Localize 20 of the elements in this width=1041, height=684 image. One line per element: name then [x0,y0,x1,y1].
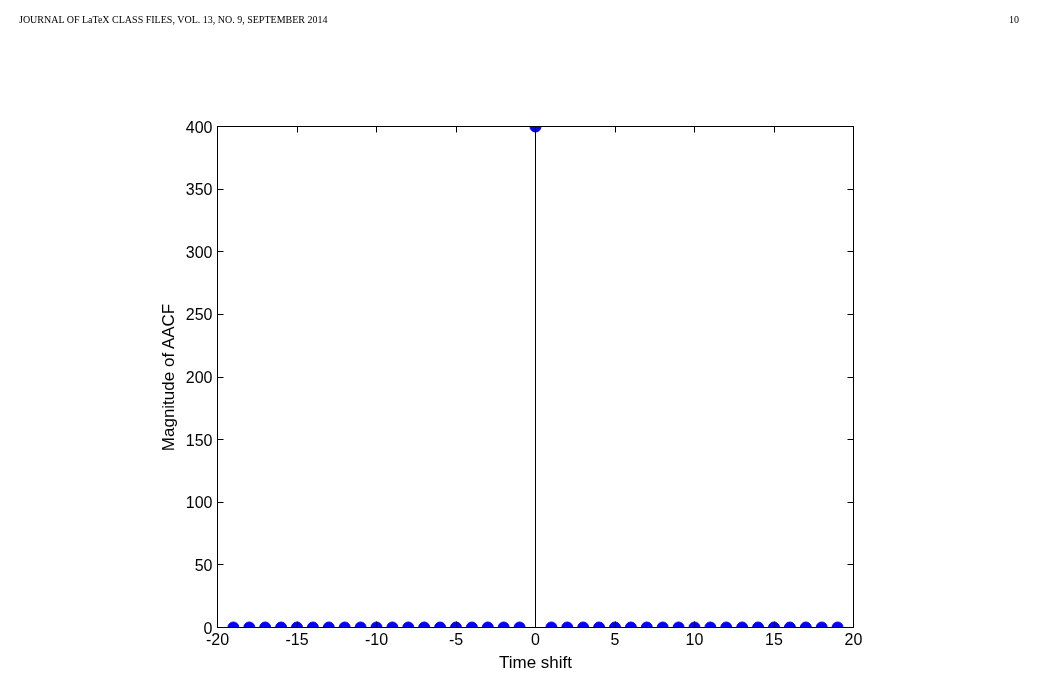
x-tick-label: 15 [765,630,783,648]
x-tick-label: 10 [685,630,704,648]
y-axis-title: Magnitude of AACF [158,303,178,452]
y-tick-label: 350 [185,181,213,199]
x-tick-label: 20 [844,630,863,648]
y-tick-label: 250 [185,306,213,324]
text: JOURNAL OF LaTeX CLASS FILES, VOL. 13, NO. 9, SEPTEMBER 2014 [19,13,328,27]
y-tick-label: 150 [185,431,213,449]
x-tick-label: -5 [448,630,464,648]
y-tick-label: 400 [185,118,213,136]
x-tick-label: -15 [285,630,309,648]
x-tick-label: 0 [531,630,541,648]
x-tick-label: -10 [364,630,389,648]
y-tick-label: 50 [194,556,213,574]
y-tick-label: 100 [185,494,213,512]
text: 10 [1009,13,1019,27]
x-tick-label: 5 [610,630,620,648]
y-tick-label: 300 [185,243,213,261]
y-tick-label: 200 [185,369,213,386]
x-axis-title: Time shift [498,652,573,672]
